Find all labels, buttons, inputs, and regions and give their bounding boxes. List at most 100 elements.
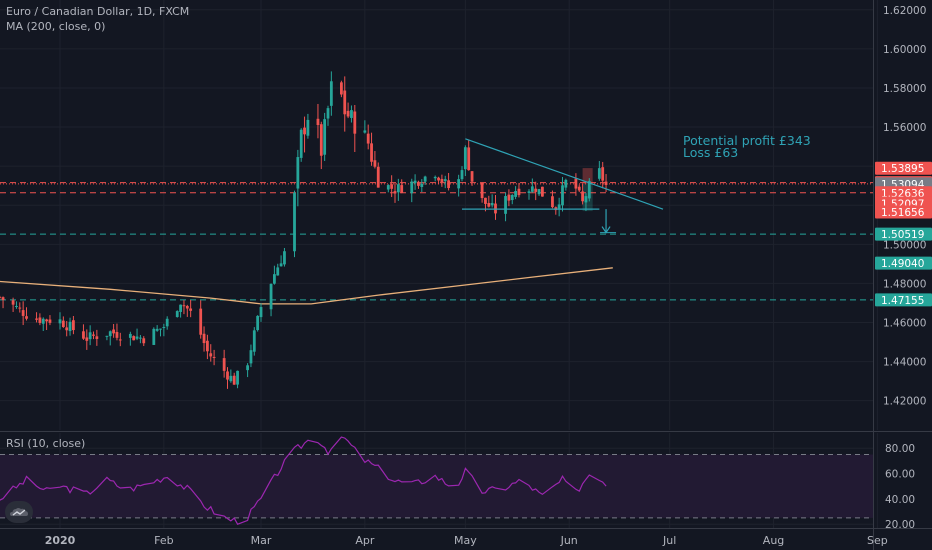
rsi-tick-label: 40.00 [885, 494, 915, 506]
price-tick-label: 1.60000 [883, 44, 926, 56]
candle-body [229, 375, 233, 382]
candle-body [527, 191, 531, 193]
candle-body [209, 353, 213, 357]
time-tick-label: 2020 [45, 534, 76, 547]
candle-body [581, 191, 584, 202]
candle-body [587, 181, 591, 199]
candle-body [269, 283, 273, 310]
candle-body [323, 119, 327, 155]
price-label-text: 1.53895 [881, 163, 924, 175]
price-label-box [875, 293, 932, 307]
candle-body [437, 177, 440, 181]
candle-body [326, 108, 330, 119]
candle-body [316, 118, 320, 126]
candle-body [21, 310, 25, 316]
symbol-legend[interactable]: Euro / Canadian Dollar, 1D, FXCM [6, 5, 190, 18]
price-tick-label: 1.62000 [883, 5, 926, 17]
candle-body [276, 267, 280, 276]
candle-body [252, 330, 256, 352]
candle-body [507, 194, 511, 201]
candle-body [480, 182, 484, 199]
rsi-tick-label: 20.00 [885, 519, 915, 531]
candle-body [82, 331, 85, 339]
candle-body [329, 81, 333, 106]
candle-body [25, 316, 28, 319]
candle-body [319, 124, 323, 156]
candle-body [45, 319, 48, 322]
candle-body [159, 328, 162, 330]
price-tick-label: 1.56000 [883, 122, 926, 134]
candle-body [162, 326, 166, 328]
candle-body [534, 188, 538, 192]
candle-body [135, 336, 139, 339]
candle-body [597, 168, 601, 179]
candle-body [246, 365, 249, 371]
time-axis[interactable]: 2020 Feb Mar Apr May Jun Jul Aug Sep [45, 534, 888, 547]
candle-body [303, 127, 306, 135]
candle-body [185, 305, 189, 309]
cloud-icon [10, 508, 28, 516]
candle-body [41, 318, 45, 324]
candle-body [484, 197, 487, 204]
candle-body [433, 176, 437, 179]
candle-body [561, 185, 564, 206]
candle-body [447, 180, 450, 189]
candles[interactable] [0, 71, 608, 389]
tradingview-logo[interactable] [5, 501, 33, 523]
price-label-text: 1.49040 [881, 258, 924, 270]
candle-body [18, 307, 22, 309]
price-axis[interactable]: 1.420001.440001.460001.480001.500001.520… [875, 5, 932, 531]
candle-body [417, 181, 420, 186]
candle-body [112, 329, 115, 334]
candle-body [373, 160, 377, 167]
candle-body [118, 339, 122, 341]
loss-annotation: Loss £63 [683, 145, 739, 160]
candle-body [199, 308, 203, 335]
candle-body [557, 204, 561, 210]
candle-body [139, 337, 142, 339]
candle-body [85, 337, 89, 341]
candle-body [363, 130, 367, 133]
candle-body [376, 166, 380, 188]
candle-body [440, 178, 444, 183]
candle-body [296, 157, 300, 189]
candle-body [494, 203, 497, 214]
candle-body [15, 305, 18, 307]
price-label-text: 1.50519 [881, 229, 924, 241]
candle-body [256, 315, 260, 331]
candle-body [541, 186, 544, 197]
candle-body [306, 119, 310, 136]
rsi-legend[interactable]: RSI (10, close) [6, 437, 86, 450]
candle-body [537, 189, 541, 195]
position-zones [582, 168, 593, 212]
rsi-tick-label: 60.00 [885, 469, 915, 481]
profit-annotation: Potential profit £343 [683, 133, 811, 148]
candle-body [236, 370, 239, 385]
candle-body [577, 186, 581, 191]
price-tick-label: 1.58000 [883, 83, 926, 95]
candle-body [35, 318, 38, 320]
candle-body [68, 321, 72, 332]
ma-legend[interactable]: MA (200, close, 0) [6, 20, 106, 33]
moving-average [0, 267, 613, 305]
trendlines[interactable] [462, 138, 664, 234]
time-tick-label: Jun [560, 534, 578, 547]
candle-body [232, 375, 236, 385]
candle-body [259, 307, 263, 318]
candle-body [530, 186, 534, 192]
rsi-line [0, 436, 607, 525]
price-label-box [875, 205, 932, 219]
price-label-box [875, 161, 932, 175]
price-tick-label: 1.46000 [883, 318, 926, 330]
ma-200-line [0, 267, 613, 305]
candle-body [212, 356, 216, 358]
candle-body [165, 318, 169, 327]
rsi-pane [0, 436, 873, 525]
candle-body [400, 185, 404, 193]
time-tick-label: Sep [867, 534, 888, 547]
candle-body [396, 184, 400, 193]
candle-body [457, 179, 461, 189]
candle-body [346, 110, 350, 117]
price-tick-label: 1.50000 [883, 239, 926, 251]
